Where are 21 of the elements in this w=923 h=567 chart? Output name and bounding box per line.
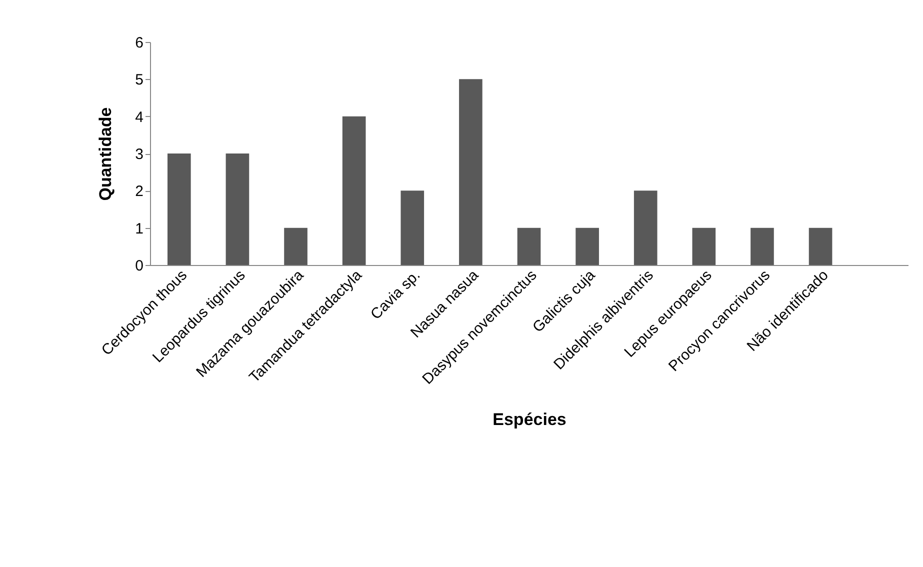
y-axis-title: Quantidade: [96, 107, 116, 201]
bar: [576, 228, 599, 265]
bar: [167, 154, 191, 265]
y-tick-label: 6: [135, 34, 144, 52]
y-tick-label: 1: [135, 220, 144, 238]
bar: [284, 228, 308, 265]
bar: [400, 190, 424, 265]
y-tick-label: 5: [135, 72, 144, 89]
y-tick-label: 0: [135, 258, 144, 274]
bar: [808, 228, 832, 265]
bar: [226, 154, 250, 265]
x-axis-title: Espécies: [492, 410, 566, 430]
bar: [750, 228, 774, 265]
y-tick-label: 4: [135, 108, 144, 126]
bar: [692, 228, 716, 265]
y-tick-label: 3: [135, 146, 144, 163]
bar: [459, 79, 482, 265]
bar: [634, 190, 658, 265]
bar: [517, 228, 541, 265]
bar: [342, 116, 366, 265]
y-tick-label: 2: [135, 183, 144, 200]
